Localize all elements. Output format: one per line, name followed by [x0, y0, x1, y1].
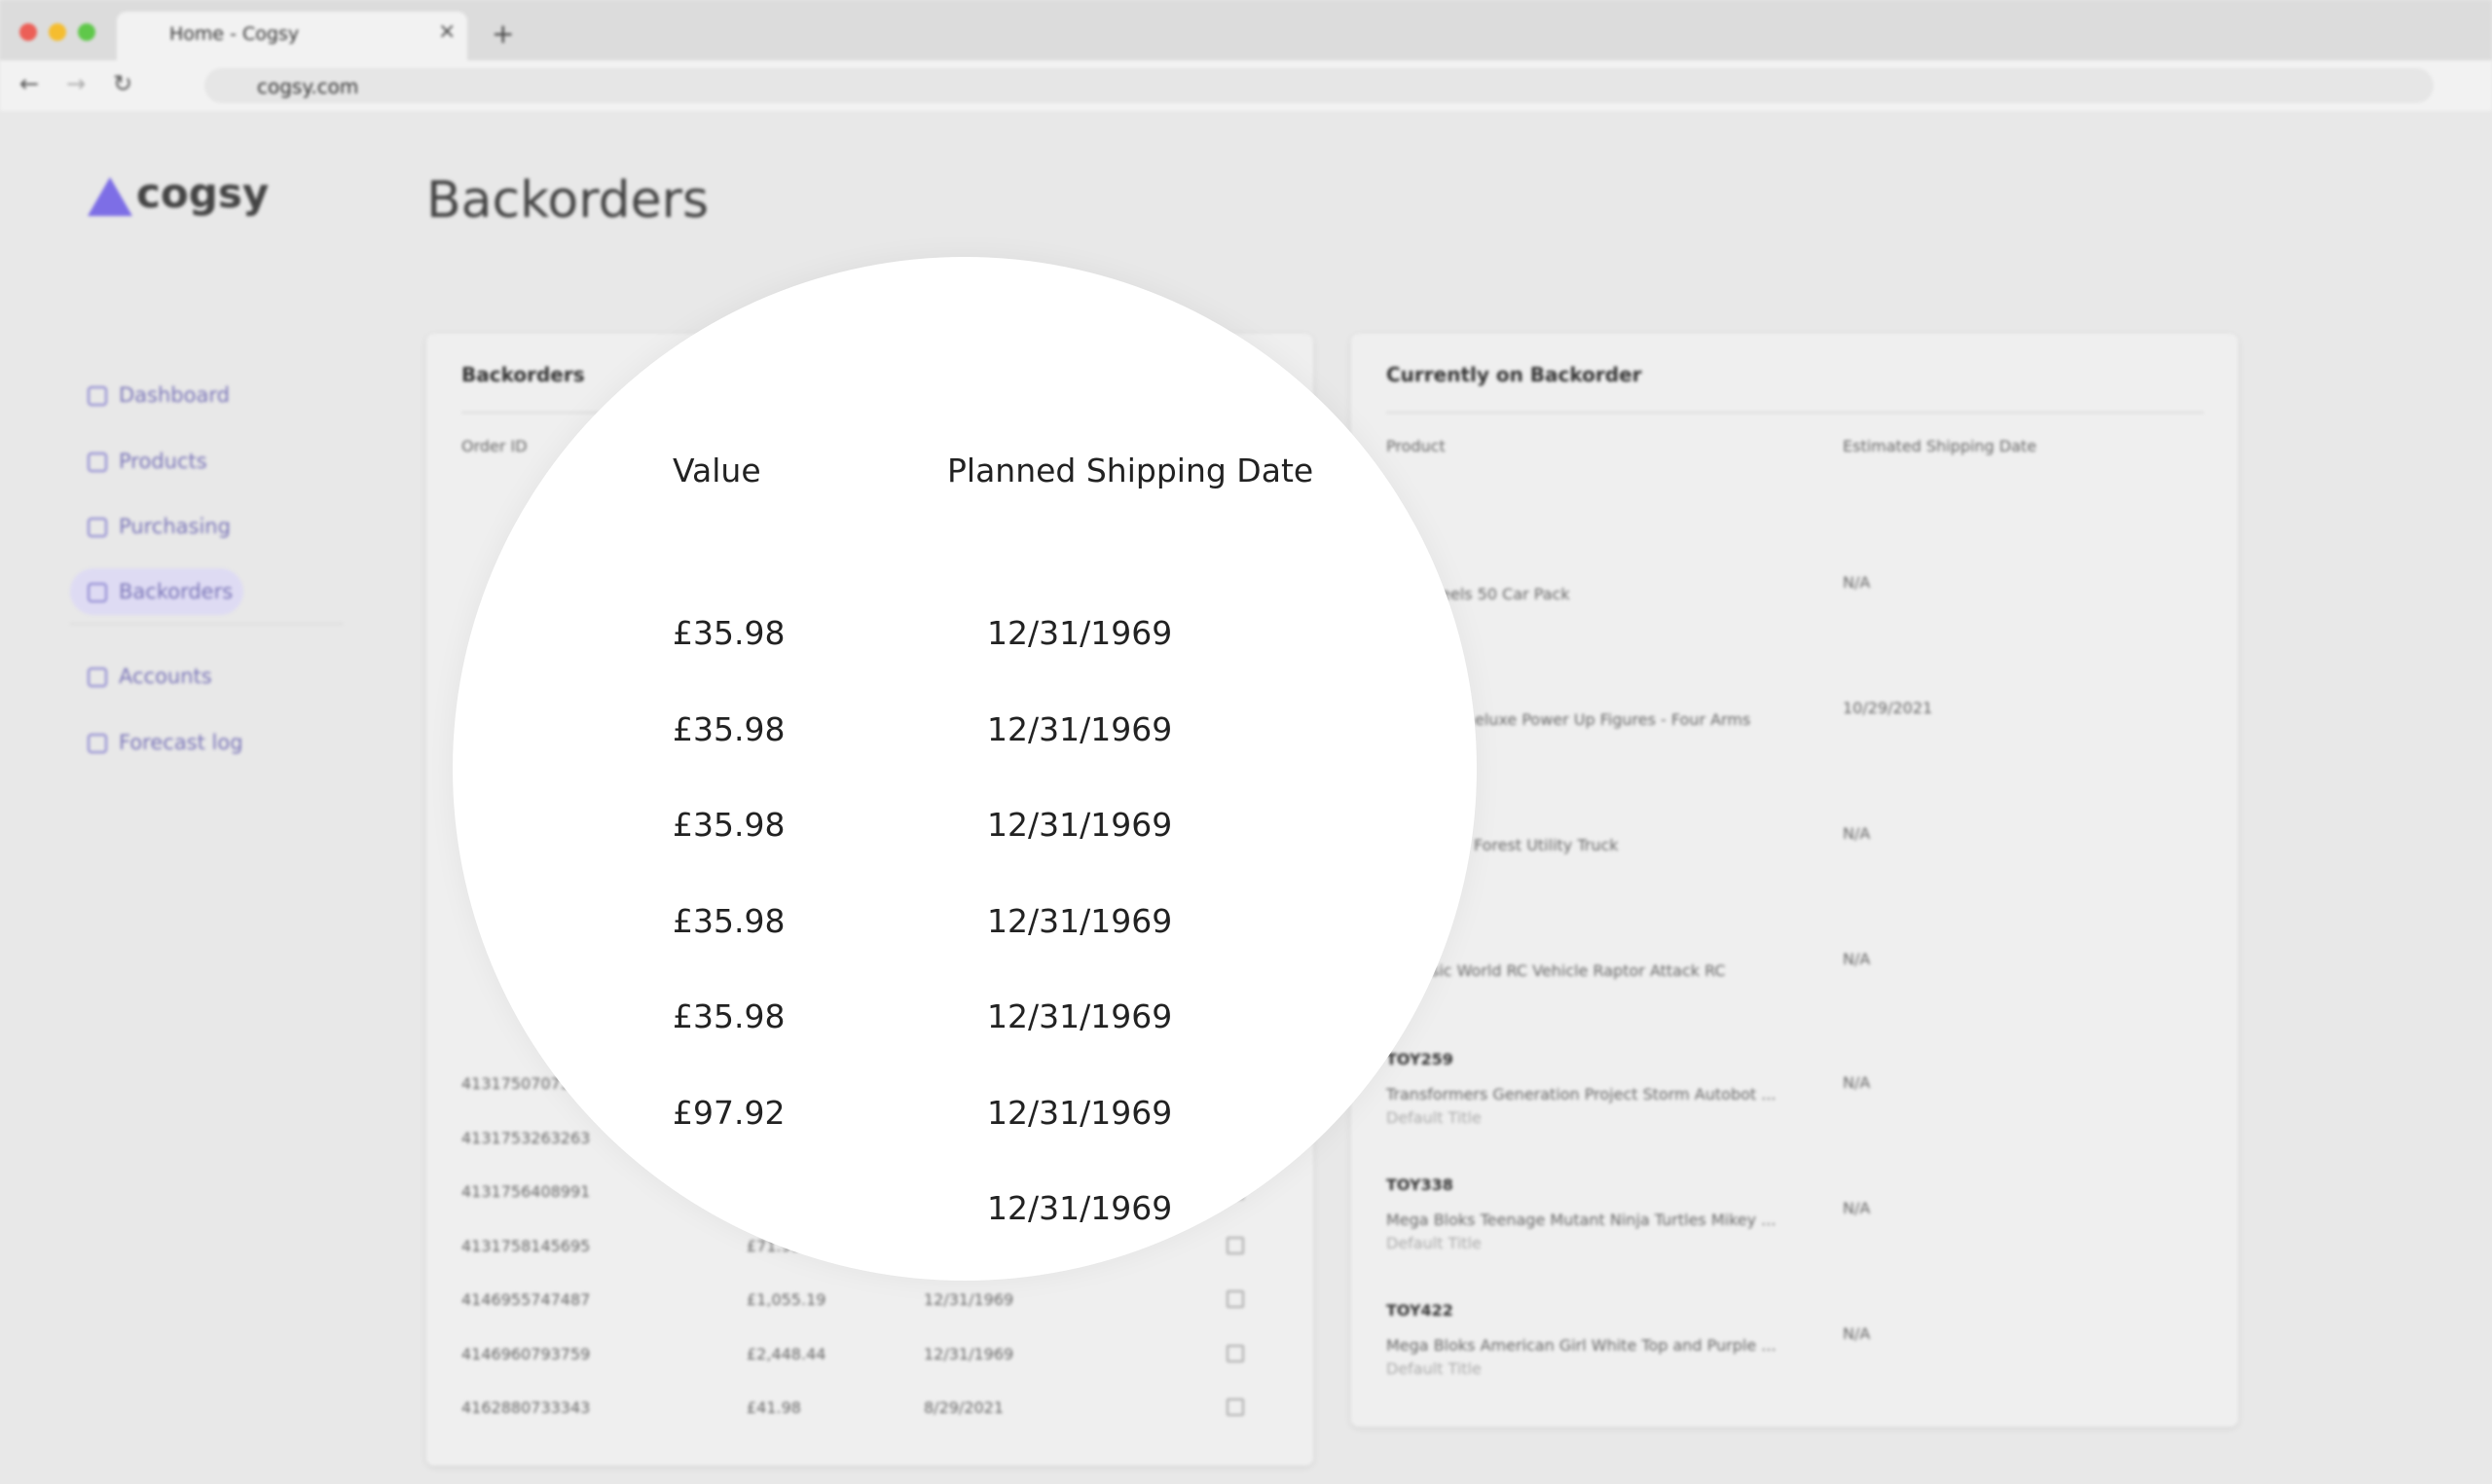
order-id: 4131756408991 [461, 1182, 591, 1201]
nav-icon [88, 452, 107, 472]
card-title: Backorders [461, 363, 585, 386]
order-value: £2,448.44 [747, 1344, 826, 1363]
order-date: 12/31/1969 [987, 614, 1173, 652]
order-id: 4146960793759 [461, 1344, 591, 1363]
new-tab[interactable]: + [492, 18, 515, 50]
url: cogsy.com [257, 75, 359, 98]
product-name: Mega Bloks American Girl White Top and P… [1386, 1336, 1777, 1355]
order-date: 12/31/1969 [987, 997, 1173, 1035]
order-date: 12/31/1969 [987, 1093, 1173, 1132]
open-link[interactable] [1227, 1290, 1244, 1308]
product-sku: TOY422 [1386, 1301, 1453, 1320]
order-value: £97.92 [673, 1093, 786, 1132]
product-name: Transformers Generation Project Storm Au… [1386, 1085, 1777, 1104]
order-value: £35.98 [673, 709, 786, 748]
product-variant: Default Title [1386, 1234, 1482, 1252]
open-link[interactable] [1227, 1344, 1244, 1362]
open-link[interactable] [1227, 1236, 1244, 1254]
nav-item[interactable]: Dashboard [119, 383, 230, 407]
product-name: sic World RC Vehicle Raptor Attack RC [1431, 961, 1726, 980]
order-value: £35.98 [673, 806, 786, 844]
shipping-date: N/A [1843, 1073, 1871, 1092]
shipping-date: N/A [1843, 950, 1871, 968]
column-header: Estimated Shipping Date [1843, 437, 2037, 455]
order-value: £35.98 [673, 901, 786, 940]
divider [70, 623, 343, 625]
nav-icon [88, 734, 107, 753]
nav-highlight [70, 568, 243, 615]
logo: cogsy [136, 169, 270, 217]
order-value: £1,055.19 [747, 1290, 826, 1309]
nav-item[interactable]: Backorders [119, 580, 234, 603]
order-id: 4131758145695 [461, 1236, 591, 1255]
close-dot[interactable] [19, 23, 37, 41]
product-variant: Default Title [1386, 1359, 1482, 1378]
tab-title: Home - Cogsy [169, 23, 300, 45]
nav-icon [88, 583, 107, 602]
product-name: heels 50 Car Pack [1431, 585, 1570, 603]
nav-item[interactable]: Accounts [119, 665, 212, 688]
shipping-date: N/A [1843, 1199, 1871, 1217]
order-date: 12/31/1969 [924, 1290, 1014, 1309]
min-dot[interactable] [49, 23, 66, 41]
back-button[interactable]: ← [19, 70, 40, 97]
product-sku: TOY338 [1386, 1176, 1453, 1194]
shipping-date: N/A [1843, 573, 1871, 592]
tab[interactable]: Home - Cogsy × [117, 12, 467, 60]
product-name: Forest Utility Truck [1474, 836, 1619, 854]
nav-icon [88, 518, 107, 537]
order-date: 12/31/1969 [987, 1189, 1173, 1227]
column-header: Product [1386, 437, 1446, 455]
nav-icon [88, 386, 107, 406]
card-title: Currently on Backorder [1386, 363, 1642, 386]
column-header: Planned Shipping Date [947, 452, 1314, 489]
product-sku: TOY259 [1386, 1050, 1453, 1068]
column-header: Order ID [461, 437, 528, 455]
backorder-list-card: Currently on Backorder Product Estimated… [1351, 334, 2238, 1427]
order-date: 12/31/1969 [924, 1344, 1014, 1363]
address-bar[interactable]: cogsy.com [204, 68, 2434, 103]
nav-item[interactable]: Purchasing [119, 515, 231, 538]
shipping-date: 10/29/2021 [1843, 699, 1933, 717]
shipping-date: N/A [1843, 1324, 1871, 1343]
order-date: 12/31/1969 [987, 709, 1173, 748]
forward-button[interactable]: → [66, 70, 87, 97]
nav-icon [88, 668, 107, 687]
order-value: £35.98 [673, 614, 786, 652]
order-id: 4131753263263 [461, 1128, 591, 1147]
product-variant: Default Title [1386, 1108, 1482, 1127]
nav-item[interactable]: Products [119, 450, 207, 473]
open-link[interactable] [1227, 1398, 1244, 1416]
product-name: Mega Bloks Teenage Mutant Ninja Turtles … [1386, 1211, 1777, 1229]
nav-item[interactable]: Forecast log [119, 731, 243, 754]
order-id: 4162880733343 [461, 1398, 591, 1417]
max-dot[interactable] [78, 23, 95, 41]
order-date: 8/29/2021 [924, 1398, 1005, 1417]
divider [1386, 412, 2204, 414]
order-date: 12/31/1969 [987, 806, 1173, 844]
logo-icon [88, 177, 132, 216]
page-title: Backorders [426, 171, 710, 230]
reload-button[interactable]: ↻ [113, 70, 133, 97]
tab-close[interactable]: × [438, 19, 457, 44]
order-value: £35.98 [673, 997, 786, 1035]
order-value: £41.98 [747, 1398, 801, 1417]
order-date: 12/31/1969 [987, 901, 1173, 940]
magnifier: Value Planned Shipping Date £35.98 12/31/… [453, 257, 1477, 1281]
product-name: eluxe Power Up Figures - Four Arms [1475, 710, 1751, 729]
column-header: Value [673, 452, 761, 489]
order-id: 4146955747487 [461, 1290, 591, 1309]
shipping-date: N/A [1843, 824, 1871, 843]
